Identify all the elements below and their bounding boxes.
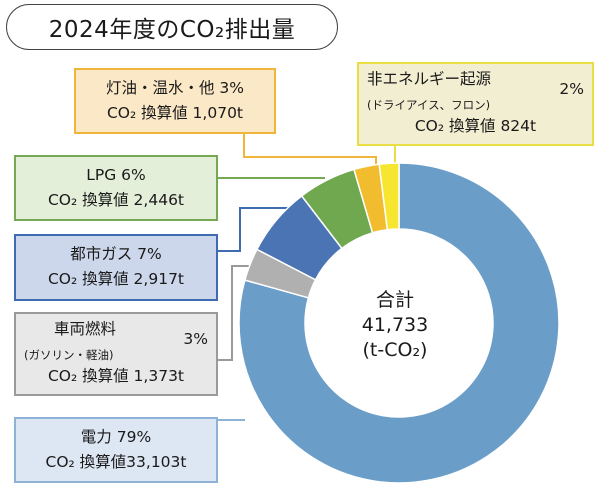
label-lpg-name: LPG 6%: [86, 166, 146, 184]
label-oil-value: CO₂ 換算値 1,070t: [106, 104, 244, 122]
donut-center-total: 合計 41,733 (t-CO₂): [335, 288, 455, 363]
label-electricity: 電力 79% CO₂ 換算値33,103t: [14, 417, 218, 483]
label-gas-value: CO₂ 換算値 2,917t: [47, 270, 185, 288]
label-lpg: LPG 6% CO₂ 換算値 2,446t: [14, 155, 218, 221]
label-oil-name: 灯油・温水・他 3%: [105, 79, 245, 97]
total-value: 41,733: [361, 314, 429, 336]
label-oil: 灯油・温水・他 3% CO₂ 換算値 1,070t: [74, 68, 276, 134]
total-caption: 合計: [375, 289, 414, 311]
label-nonenergy: 非エネルギー起源 2% (ドライアイス、フロン) CO₂ 換算値 824t: [357, 62, 594, 146]
label-lpg-value: CO₂ 換算値 2,446t: [47, 191, 185, 209]
label-nonenergy-sub: (ドライアイス、フロン): [367, 98, 491, 112]
label-vehicle-sub: (ガソリン・軽油): [24, 348, 114, 362]
leader-vehicle: [218, 265, 255, 361]
label-gas: 都市ガス 7% CO₂ 換算値 2,917t: [14, 234, 218, 301]
label-electricity-name: 電力 79%: [80, 428, 152, 446]
chart-title-text: 2024年度のCO₂排出量: [48, 17, 296, 43]
slice-nonenergy: [378, 162, 400, 231]
label-vehicle-pct: 3%: [183, 330, 208, 348]
leader-gas: [218, 207, 292, 252]
label-nonenergy-name: 非エネルギー起源: [367, 70, 492, 88]
leader-oil: [243, 134, 377, 170]
label-gas-name: 都市ガス 7%: [70, 245, 162, 263]
label-vehicle-name: 車両燃料: [54, 320, 117, 338]
slice-electricity: [238, 162, 560, 484]
label-nonenergy-pct: 2%: [559, 80, 584, 98]
label-nonenergy-value: CO₂ 換算値 824t: [414, 117, 537, 135]
chart-title: 2024年度のCO₂排出量: [6, 4, 338, 50]
donut-slices: [238, 162, 560, 484]
label-vehicle-value: CO₂ 換算値 1,373t: [47, 367, 185, 385]
label-electricity-value: CO₂ 換算値33,103t: [45, 453, 187, 471]
label-vehicle: 車両燃料 3% (ガソリン・軽油) CO₂ 換算値 1,373t: [14, 312, 218, 396]
total-unit: (t-CO₂): [362, 339, 428, 361]
